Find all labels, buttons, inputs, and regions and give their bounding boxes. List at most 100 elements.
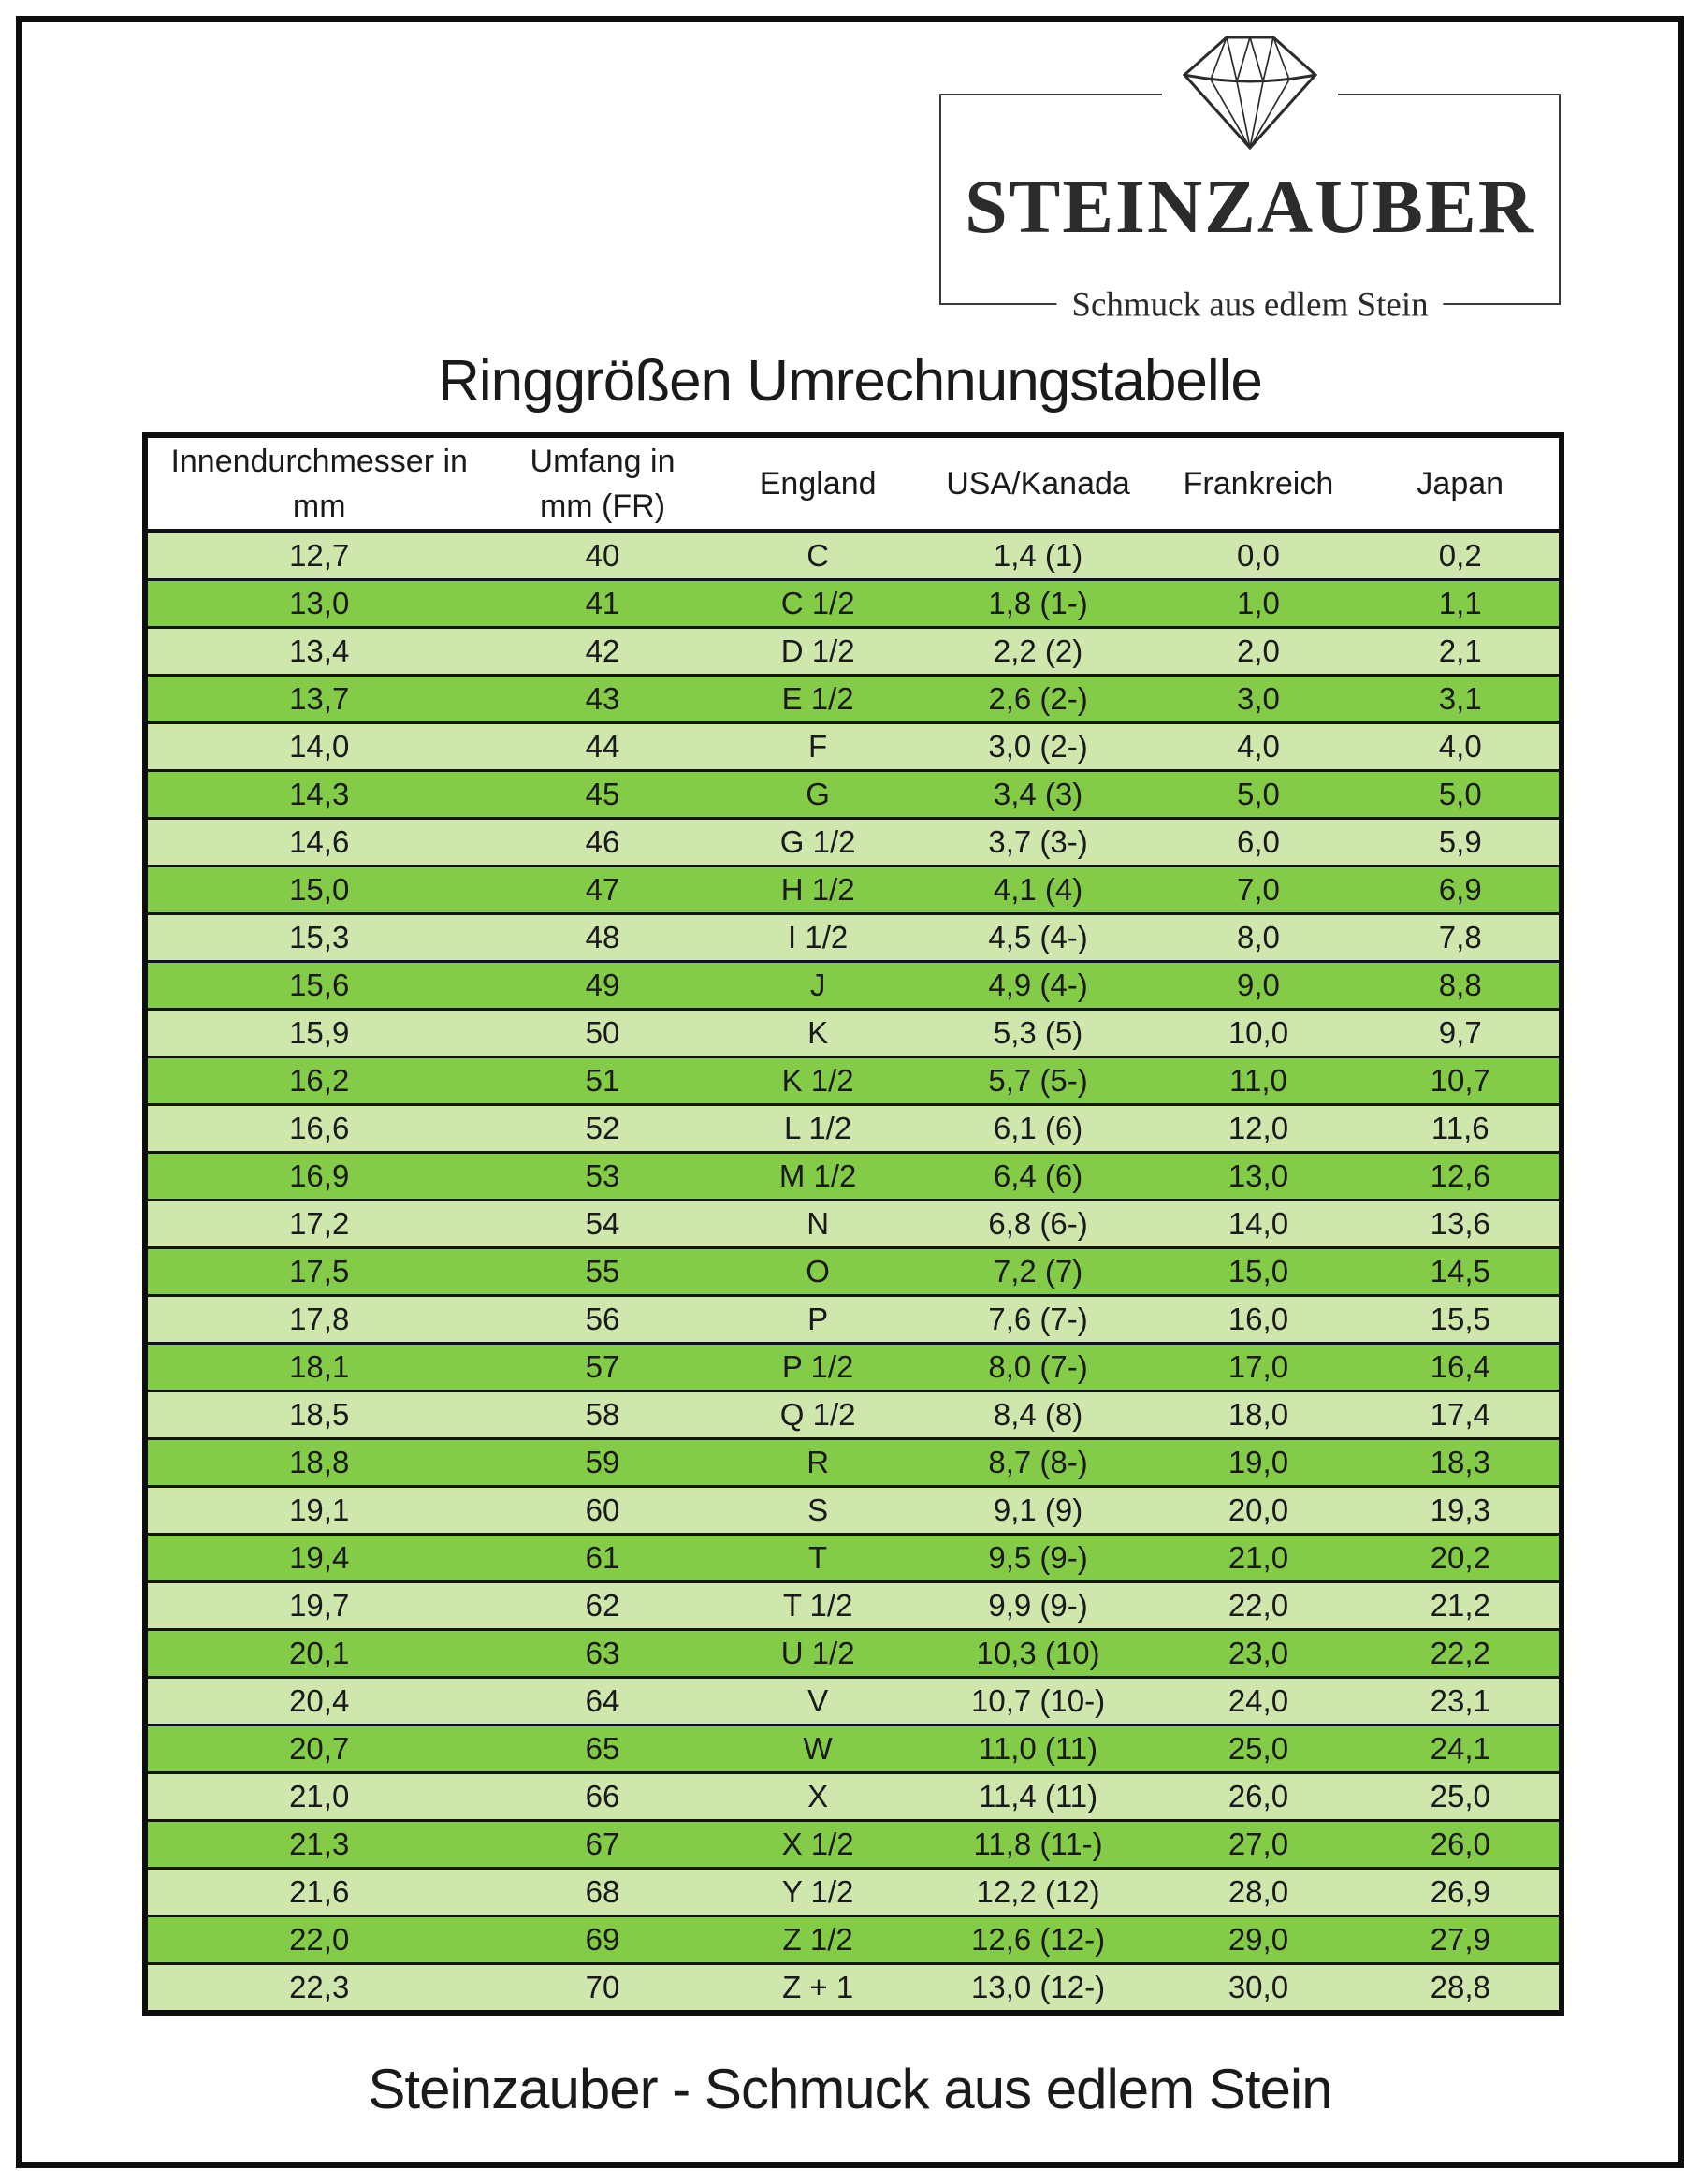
table-row: 19,4 61 T 9,5 (9-) 21,0 20,2 — [145, 1533, 1562, 1582]
table-cell: 69 — [490, 1915, 715, 1964]
table-cell: 14,0 — [145, 721, 491, 771]
table-cell: 27,9 — [1361, 1915, 1562, 1964]
table-cell: 4,1 (4) — [921, 865, 1155, 914]
table-cell: T 1/2 — [714, 1580, 922, 1630]
table-cell: 4,0 — [1155, 721, 1362, 771]
table-cell: 21,0 — [145, 1771, 491, 1821]
table-cell: 0,2 — [1361, 530, 1562, 580]
table-cell: 14,6 — [145, 817, 491, 866]
table-cell: I 1/2 — [714, 912, 922, 962]
table-cell: 17,2 — [145, 1199, 491, 1248]
table-row: 14,3 45 G 3,4 (3) 5,0 5,0 — [145, 769, 1562, 819]
table-cell: S — [714, 1485, 922, 1535]
table-cell: 6,1 (6) — [921, 1103, 1155, 1153]
table-cell: 15,3 — [145, 912, 491, 962]
table-cell: 28,8 — [1361, 1962, 1562, 2013]
table-cell: E 1/2 — [714, 674, 922, 723]
table-row: 16,9 53 M 1/2 6,4 (6) 13,0 12,6 — [145, 1151, 1562, 1201]
table-cell: 46 — [490, 817, 715, 866]
table-cell: 22,0 — [1155, 1580, 1362, 1630]
table-cell: 10,7 — [1361, 1056, 1562, 1105]
table-cell: 5,7 (5-) — [921, 1056, 1155, 1105]
table-cell: 17,0 — [1155, 1342, 1362, 1391]
table-header-row: Innendurchmesser in mm Umfang in mm (FR)… — [145, 435, 1562, 533]
table-row: 15,6 49 J 4,9 (4-) 9,0 8,8 — [145, 960, 1562, 1010]
table-cell: Z 1/2 — [714, 1915, 922, 1964]
table-row: 21,3 67 X 1/2 11,8 (11-) 27,0 26,0 — [145, 1819, 1562, 1869]
table-cell: 20,2 — [1361, 1533, 1562, 1582]
table-cell: 3,7 (3-) — [921, 817, 1155, 866]
table-cell: 12,0 — [1155, 1103, 1362, 1153]
table-cell: 43 — [490, 674, 715, 723]
table-row: 19,1 60 S 9,1 (9) 20,0 19,3 — [145, 1485, 1562, 1535]
table-cell: K — [714, 1008, 922, 1057]
table-cell: 62 — [490, 1580, 715, 1630]
table-cell: 16,0 — [1155, 1294, 1362, 1344]
table-cell: 7,6 (7-) — [921, 1294, 1155, 1344]
table-cell: 5,0 — [1155, 769, 1362, 819]
table-cell: 55 — [490, 1246, 715, 1296]
table-cell: 24,0 — [1155, 1676, 1362, 1725]
table-cell: 70 — [490, 1962, 715, 2013]
table-cell: 9,7 — [1361, 1008, 1562, 1057]
table-cell: 54 — [490, 1199, 715, 1248]
table-cell: P — [714, 1294, 922, 1344]
table-cell: 45 — [490, 769, 715, 819]
table-row: 20,7 65 W 11,0 (11) 25,0 24,1 — [145, 1724, 1562, 1773]
table-row: 15,0 47 H 1/2 4,1 (4) 7,0 6,9 — [145, 865, 1562, 914]
table-row: 14,0 44 F 3,0 (2-) 4,0 4,0 — [145, 721, 1562, 771]
table-cell: 14,5 — [1361, 1246, 1562, 1296]
table-cell: F — [714, 721, 922, 771]
table-cell: 0,0 — [1155, 530, 1362, 580]
col-header-frankreich: Frankreich — [1155, 435, 1362, 533]
header-line: Japan — [1417, 465, 1504, 502]
table-cell: 19,3 — [1361, 1485, 1562, 1535]
table-cell: 18,5 — [145, 1390, 491, 1439]
table-cell: 12,2 (12) — [921, 1867, 1155, 1916]
table-cell: 19,0 — [1155, 1437, 1362, 1487]
table-cell: 12,6 — [1361, 1151, 1562, 1201]
table-cell: 19,1 — [145, 1485, 491, 1535]
table-cell: 10,0 — [1155, 1008, 1362, 1057]
table-row: 12,7 40 C 1,4 (1) 0,0 0,2 — [145, 530, 1562, 580]
table-row: 15,3 48 I 1/2 4,5 (4-) 8,0 7,8 — [145, 912, 1562, 962]
table-cell: 1,8 (1-) — [921, 578, 1155, 628]
table-cell: 5,3 (5) — [921, 1008, 1155, 1057]
table-cell: 11,0 — [1155, 1056, 1362, 1105]
table-row: 14,6 46 G 1/2 3,7 (3-) 6,0 5,9 — [145, 817, 1562, 866]
table-cell: 22,2 — [1361, 1628, 1562, 1678]
table-cell: 11,8 (11-) — [921, 1819, 1155, 1869]
table-cell: 16,4 — [1361, 1342, 1562, 1391]
table-row: 22,0 69 Z 1/2 12,6 (12-) 29,0 27,9 — [145, 1915, 1562, 1964]
header-line: mm — [292, 488, 346, 524]
table-cell: 8,7 (8-) — [921, 1437, 1155, 1487]
table-cell: X 1/2 — [714, 1819, 922, 1869]
table-row: 19,7 62 T 1/2 9,9 (9-) 22,0 21,2 — [145, 1580, 1562, 1630]
table-cell: 56 — [490, 1294, 715, 1344]
table-cell: 9,1 (9) — [921, 1485, 1155, 1535]
table-cell: 11,0 (11) — [921, 1724, 1155, 1773]
col-header-umfang: Umfang in mm (FR) — [490, 435, 715, 533]
table-cell: 18,8 — [145, 1437, 491, 1487]
table-row: 13,7 43 E 1/2 2,6 (2-) 3,0 3,1 — [145, 674, 1562, 723]
table-cell: 29,0 — [1155, 1915, 1362, 1964]
table-row: 18,8 59 R 8,7 (8-) 19,0 18,3 — [145, 1437, 1562, 1487]
table-cell: 7,8 — [1361, 912, 1562, 962]
table-cell: 5,9 — [1361, 817, 1562, 866]
table-cell: 20,4 — [145, 1676, 491, 1725]
table-cell: T — [714, 1533, 922, 1582]
header-line: Innendurchmesser in — [170, 443, 468, 479]
table-cell: C 1/2 — [714, 578, 922, 628]
table-cell: 18,1 — [145, 1342, 491, 1391]
table-cell: 15,0 — [145, 865, 491, 914]
table-cell: 25,0 — [1361, 1771, 1562, 1821]
table-row: 13,4 42 D 1/2 2,2 (2) 2,0 2,1 — [145, 626, 1562, 676]
table-cell: 64 — [490, 1676, 715, 1725]
table-cell: Q 1/2 — [714, 1390, 922, 1439]
table-row: 20,4 64 V 10,7 (10-) 24,0 23,1 — [145, 1676, 1562, 1725]
brand-tagline: Schmuck aus edlem Stein — [1056, 284, 1444, 326]
table-cell: 3,0 (2-) — [921, 721, 1155, 771]
table-row: 17,5 55 O 7,2 (7) 15,0 14,5 — [145, 1246, 1562, 1296]
table-cell: 40 — [490, 530, 715, 580]
table-cell: 65 — [490, 1724, 715, 1773]
